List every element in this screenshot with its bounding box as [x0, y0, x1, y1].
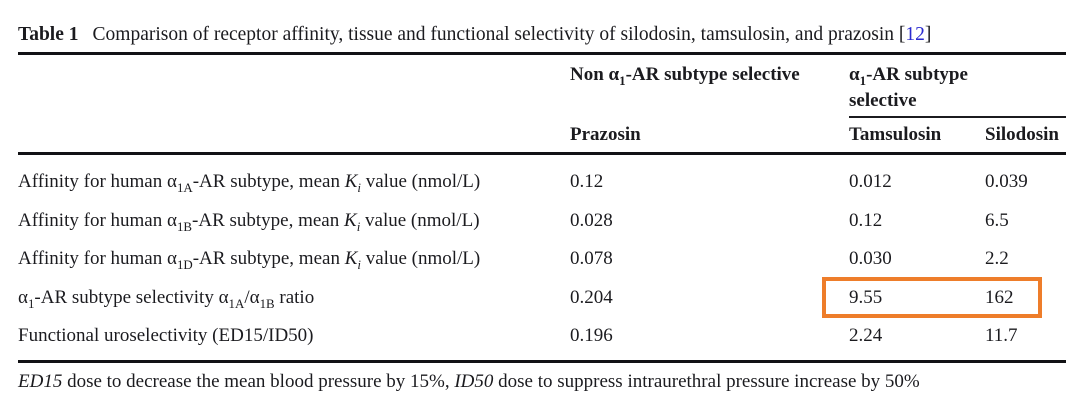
- column-header-prazosin: Prazosin: [570, 124, 641, 145]
- footnote: ED15 dose to decrease the mean blood pre…: [18, 370, 920, 392]
- cell-silodosin: 11.7: [985, 325, 1018, 347]
- row-label: Affinity for human α1B-AR subtype, mean …: [18, 209, 480, 234]
- cell-silodosin: 162: [985, 286, 1014, 308]
- group-underline-rule: [849, 116, 1066, 118]
- cell-silodosin: 6.5: [985, 209, 1009, 231]
- cell-prazosin: 0.204: [570, 286, 613, 308]
- citation-link[interactable]: 12: [905, 24, 925, 45]
- cell-tamsulosin: 0.012: [849, 171, 892, 193]
- table-row-affinity-a1b: Affinity for human α1B-AR subtype, mean …: [18, 202, 1066, 241]
- cell-silodosin: 2.2: [985, 248, 1009, 270]
- table-row-uroselectivity: Functional uroselectivity (ED15/ID50) 0.…: [18, 317, 1066, 356]
- table-figure: Table 1 Comparison of receptor affinity, …: [18, 23, 1066, 394]
- column-header-tamsulosin: Tamsulosin: [849, 124, 942, 145]
- cell-prazosin: 0.028: [570, 209, 613, 231]
- cell-prazosin: 0.078: [570, 248, 613, 270]
- citation-bracket-close: ]: [924, 24, 932, 45]
- column-header-row: Prazosin Tamsulosin Silodosin: [18, 118, 1066, 152]
- table-caption-text: Comparison of receptor affinity, tissue …: [92, 24, 895, 45]
- cell-tamsulosin: 9.55: [849, 286, 883, 308]
- cell-tamsulosin: 2.24: [849, 325, 883, 347]
- table-body: Affinity for human α1A-AR subtype, mean …: [18, 155, 1066, 360]
- group-header-non-selective: Non α1-AR subtype selective: [570, 64, 800, 88]
- table-row-affinity-a1d: Affinity for human α1D-AR subtype, mean …: [18, 240, 1066, 279]
- bottom-rule: [18, 359, 1066, 363]
- cell-tamsulosin: 0.030: [849, 248, 892, 270]
- top-rule: [18, 52, 1066, 55]
- cell-tamsulosin: 0.12: [849, 209, 883, 231]
- citation-bracket-open: [: [894, 24, 906, 45]
- group-header-selective: α1-AR subtype selective: [849, 64, 968, 111]
- row-label: α1-AR subtype selectivity α1A/α1B ratio: [18, 286, 315, 311]
- cell-prazosin: 0.196: [570, 325, 613, 347]
- row-label: Functional uroselectivity (ED15/ID50): [18, 325, 314, 347]
- cell-silodosin: 0.039: [985, 171, 1028, 193]
- table-number-label: Table 1: [18, 24, 79, 45]
- table-row-selectivity-ratio: α1-AR subtype selectivity α1A/α1B ratio …: [18, 276, 1066, 318]
- table-row-affinity-a1a: Affinity for human α1A-AR subtype, mean …: [18, 163, 1066, 202]
- table-caption: Table 1 Comparison of receptor affinity, …: [18, 23, 1066, 47]
- row-label: Affinity for human α1D-AR subtype, mean …: [18, 248, 481, 273]
- group-header-row: Non α1-AR subtype selective α1-AR subtyp…: [18, 58, 1066, 116]
- header-rule: [18, 152, 1066, 155]
- column-header-silodosin: Silodosin: [985, 124, 1059, 145]
- row-label: Affinity for human α1A-AR subtype, mean …: [18, 171, 481, 196]
- cell-prazosin: 0.12: [570, 171, 604, 193]
